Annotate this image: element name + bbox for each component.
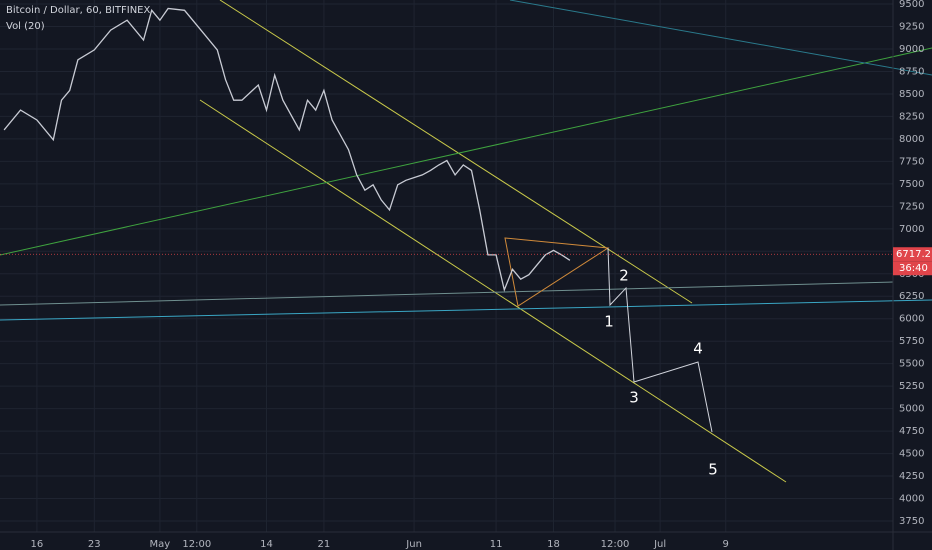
x-tick-label: Jun: [405, 539, 422, 550]
x-tick-label: 11: [490, 539, 503, 550]
chart-title: Bitcoin / Dollar, 60, BITFINEX: [6, 5, 150, 16]
grid: [0, 0, 893, 532]
y-tick-label: 5500: [899, 359, 924, 370]
y-tick-label: 7000: [899, 224, 924, 235]
countdown-label: 36:40: [899, 263, 928, 274]
countdown-tag: [893, 261, 932, 276]
price-line: [3, 7, 571, 293]
x-tick-label: 9: [723, 539, 729, 550]
teal-trendline-top: [509, 0, 932, 76]
y-tick-label: 3750: [899, 516, 924, 527]
y-tick-label: 4000: [899, 494, 924, 505]
y-tick-label: 4750: [899, 426, 924, 437]
y-tick-label: 9500: [899, 0, 924, 10]
channel-bottom: [199, 99, 787, 483]
y-tick-label: 8500: [899, 89, 924, 100]
wave-label: 3: [629, 389, 639, 407]
x-tick-label: 12:00: [601, 539, 630, 550]
x-tick-label: May: [150, 539, 171, 550]
y-tick-label: 7750: [899, 156, 924, 167]
y-tick-label: 5250: [899, 381, 924, 392]
x-tick-label: 14: [260, 539, 273, 550]
support-line: [0, 281, 894, 306]
x-tick-label: 21: [318, 539, 331, 550]
y-tick-label: 9250: [899, 22, 924, 33]
drawings: [0, 0, 932, 483]
wave-label: 5: [708, 461, 718, 479]
wave-label: 1: [604, 313, 614, 331]
teal-trendline: [0, 299, 932, 321]
x-tick-label: Jul: [653, 539, 666, 550]
last-price-label: 6717.2: [896, 249, 931, 260]
wave-label: 2: [619, 267, 629, 285]
y-tick-label: 5000: [899, 404, 924, 415]
y-tick-label: 8250: [899, 111, 924, 122]
y-tick-label: 6000: [899, 314, 924, 325]
chart-subtitle: Vol (20): [6, 21, 45, 32]
x-tick-label: 16: [31, 539, 44, 550]
y-tick-label: 8000: [899, 134, 924, 145]
y-tick-label: 9000: [899, 44, 924, 55]
y-tick-label: 7500: [899, 179, 924, 190]
price-tag: [893, 247, 932, 262]
channel-top: [219, 0, 693, 304]
x-tick-label: 18: [547, 539, 560, 550]
y-tick-label: 6250: [899, 291, 924, 302]
x-tick-label: 12:00: [182, 539, 211, 550]
y-tick-label: 4250: [899, 471, 924, 482]
y-tick-label: 4500: [899, 449, 924, 460]
y-tick-label: 7250: [899, 201, 924, 212]
y-tick-label: 5750: [899, 336, 924, 347]
y-tick-label: 8750: [899, 66, 924, 77]
wave-label: 4: [693, 340, 703, 358]
green-trendline: [0, 47, 932, 256]
x-tick-label: 23: [88, 539, 101, 550]
wave-path: [607, 247, 713, 433]
plot: [0, 7, 893, 293]
